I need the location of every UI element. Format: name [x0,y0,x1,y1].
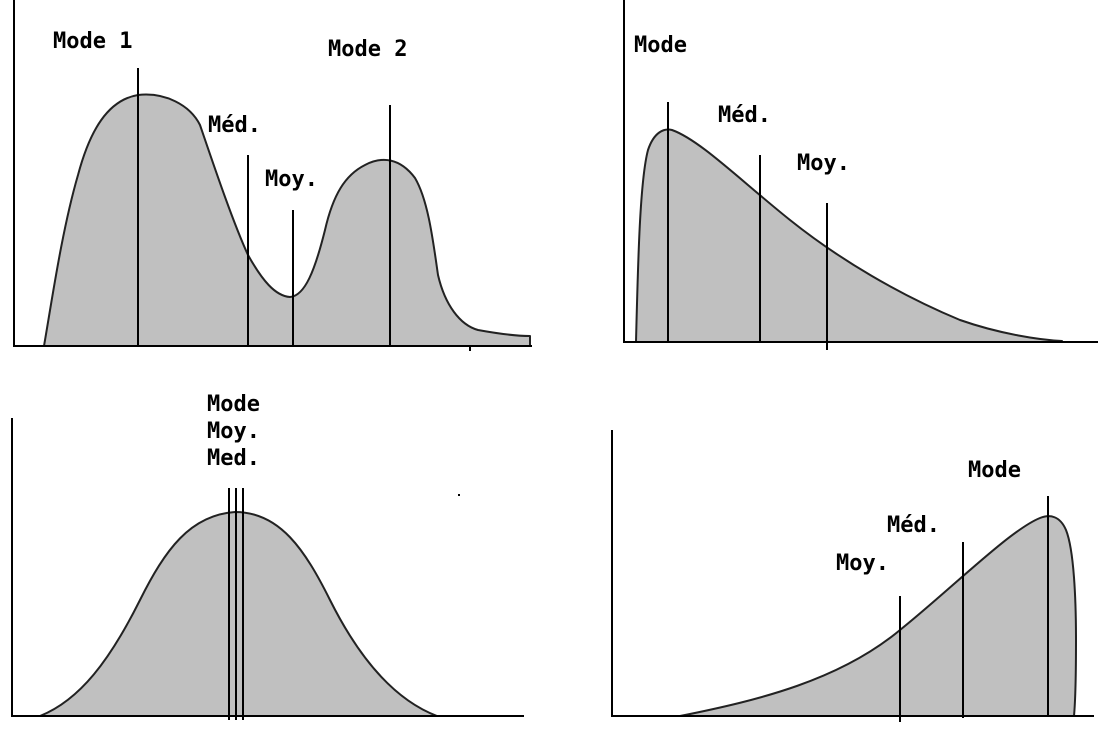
panel-left-skewed: Mode Méd. Moy. [611,430,1094,722]
bimodal-mode1-label: Mode 1 [53,29,132,54]
symmetric-mean-label: Moy. [207,419,260,444]
bimodal-density-curve [43,93,531,347]
right-skewed-mean-label: Moy. [797,151,850,176]
bimodal-axes [13,0,532,347]
left-skewed-density-curve [679,515,1077,717]
bimodal-mode2-label: Mode 2 [328,37,407,62]
right-skewed-axes [623,0,1098,343]
left-skewed-axes [611,430,1094,717]
left-skewed-mean-label: Moy. [836,551,889,576]
right-skewed-median-label: Méd. [718,103,771,128]
bimodal-axis-tick [469,347,471,351]
symmetric-stray-dot [458,494,460,496]
panel-symmetric: Mode Moy. Med. [11,392,524,720]
symmetric-mode-label: Mode [207,392,260,417]
symmetric-median-label: Med. [207,446,260,471]
bimodal-mean-label: Moy. [265,167,318,192]
right-skewed-mode-label: Mode [634,33,687,58]
symmetric-axes [11,418,524,717]
right-skewed-density-curve [635,128,1063,343]
panel-right-skewed: Mode Méd. Moy. [623,0,1098,350]
symmetric-density-curve [39,511,438,717]
panel-bimodal: Mode 1 Mode 2 Méd. Moy. [13,0,532,351]
bimodal-median-label: Méd. [208,113,261,138]
left-skewed-median-label: Méd. [887,513,940,538]
left-skewed-mode-label: Mode [968,458,1021,483]
